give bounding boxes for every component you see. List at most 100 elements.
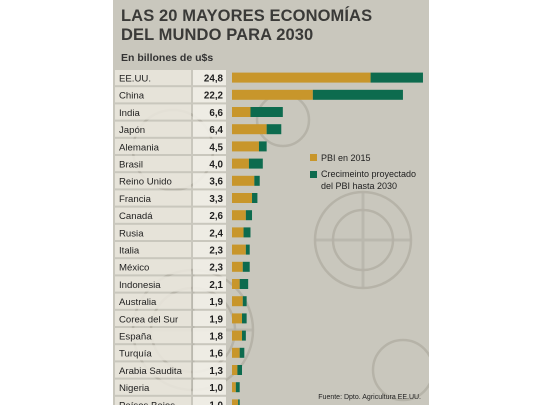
category-label: Italia (119, 246, 140, 257)
title-line-2: DEL MUNDO PARA 2030 (121, 26, 314, 44)
row-label-cell (115, 379, 191, 395)
row-label-cell (115, 310, 191, 326)
value-label: 2,3 (209, 246, 223, 257)
legend-swatch-pbi-2015 (310, 154, 317, 161)
chart-title: LAS 20 MAYORES ECONOMÍAS DEL MUNDO PARA … (121, 7, 421, 45)
bar-pbi-2015 (232, 158, 249, 169)
bar-pbi-2015 (232, 365, 238, 375)
table-row: Indonesia 2,1 (115, 276, 249, 292)
value-label: 6,6 (209, 108, 223, 119)
row-value-cell (193, 173, 226, 189)
table-row: México 2,3 (115, 259, 250, 275)
row-label-cell (115, 190, 191, 206)
bar-crecimiento (312, 89, 403, 100)
bar-crecimiento (245, 210, 253, 221)
legend-label-pbi-2015: PBI en 2015 (321, 153, 371, 163)
category-label: España (119, 332, 152, 343)
row-value-cell (193, 156, 226, 172)
table-row: Alemania 4,5 (115, 138, 267, 154)
bar-pbi-2015 (232, 175, 255, 186)
bar-pbi-2015 (232, 399, 239, 405)
bar-crecimiento (239, 279, 249, 289)
infographic-card: LAS 20 MAYORES ECONOMÍAS DEL MUNDO PARA … (113, 0, 429, 405)
row-value-cell (193, 293, 226, 309)
value-label: 4,5 (209, 142, 223, 153)
row-value-cell (193, 242, 226, 258)
chart-legend: PBI en 2015 Crecimeinto proyectado del P… (310, 153, 416, 191)
bar-pbi-2015 (232, 141, 259, 152)
bar-pbi-2015 (232, 89, 313, 100)
category-label: Australia (119, 297, 157, 308)
value-label: 1,6 (209, 349, 223, 360)
row-value-cell (193, 138, 226, 154)
value-label: 3,3 (209, 194, 223, 205)
category-label: Países Bajos (119, 400, 175, 405)
row-label-cell (115, 207, 191, 223)
row-value-cell (193, 310, 226, 326)
chart-rows: EE.UU. 24,8 China 22,2 India 6,6 Japón 6,4 Alema… (115, 70, 423, 405)
row-label-cell (115, 104, 191, 120)
row-value-cell (193, 276, 226, 292)
legend-label-crecimiento-line-2: del PBI hasta 2030 (321, 181, 397, 191)
category-label: México (119, 263, 149, 274)
table-row: Nigeria 1,0 (115, 379, 240, 395)
bar-crecimiento (235, 382, 240, 393)
value-label: 2,3 (209, 263, 223, 274)
row-value-cell (193, 104, 226, 120)
value-label: 1,0 (209, 383, 223, 394)
bar-pbi-2015 (232, 227, 244, 238)
table-row: India 6,6 (115, 104, 283, 120)
category-label: India (119, 108, 140, 119)
bar-crecimiento (248, 158, 263, 169)
table-row: Australia 1,9 (115, 293, 247, 309)
category-label: China (119, 91, 145, 102)
row-value-cell (193, 121, 226, 137)
bar-crecimiento (237, 365, 243, 375)
category-label: Reino Unido (119, 177, 172, 188)
row-value-cell (193, 379, 226, 395)
value-label: 1,8 (209, 332, 223, 343)
table-row: Japón 6,4 (115, 121, 282, 137)
bar-crecimiento (243, 227, 251, 238)
value-label: 22,2 (204, 91, 224, 102)
value-label: 6,4 (209, 125, 223, 136)
table-row: China 22,2 (115, 87, 403, 103)
table-row: EE.UU. 24,8 (115, 70, 423, 86)
row-value-cell (193, 362, 226, 378)
value-label: 2,4 (209, 228, 223, 239)
table-row: Corea del Sur 1,9 (115, 310, 247, 326)
bar-pbi-2015 (232, 210, 246, 221)
table-row: Francia 3,3 (115, 190, 258, 206)
bar-pbi-2015 (232, 193, 253, 203)
table-row: Países Bajos 1,0 (115, 396, 240, 405)
row-label-cell (115, 70, 191, 86)
row-value-cell (193, 207, 226, 223)
bar-crecimiento (258, 141, 267, 152)
bar-crecimiento (242, 313, 247, 324)
category-label: EE.UU. (119, 74, 151, 85)
bar-crecimiento (252, 193, 258, 203)
row-label-cell (115, 121, 191, 137)
bar-crecimiento (370, 72, 423, 83)
bar-pbi-2015 (232, 261, 243, 272)
table-row: Italia 2,3 (115, 242, 250, 258)
row-value-cell (193, 259, 226, 275)
source-note: Fuente: Dpto. Agricultura EE.UU. (318, 394, 421, 401)
value-label: 2,1 (209, 280, 223, 291)
table-row: Arabia Saudita 1,3 (115, 362, 243, 378)
category-label: Rusia (119, 228, 144, 239)
bar-pbi-2015 (232, 330, 243, 341)
value-label: 3,6 (209, 177, 223, 188)
row-value-cell (193, 70, 226, 86)
bar-pbi-2015 (232, 72, 371, 83)
row-label-cell (115, 396, 191, 405)
title-line-1: LAS 20 MAYORES ECONOMÍAS (121, 7, 373, 25)
row-value-cell (193, 224, 226, 240)
row-label-cell (115, 156, 191, 172)
category-label: Brasil (119, 160, 143, 171)
legend-swatch-crecimiento (310, 171, 317, 178)
row-label-cell (115, 138, 191, 154)
row-label-cell (115, 328, 191, 344)
value-label: 1,0 (209, 400, 223, 405)
row-label-cell (115, 173, 191, 189)
